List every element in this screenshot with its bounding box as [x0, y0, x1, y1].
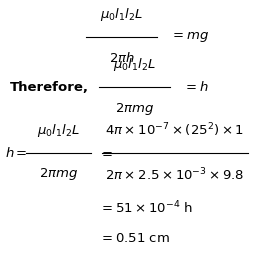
Text: $2\pi h$: $2\pi h$	[109, 51, 135, 65]
Text: $=$: $=$	[99, 146, 113, 159]
Text: $= 0.51$ cm: $= 0.51$ cm	[99, 232, 170, 245]
Text: $\mu_0 l_1 l_2 L$: $\mu_0 l_1 l_2 L$	[113, 56, 156, 73]
Text: $\mu_0 l_1 l_2 L$: $\mu_0 l_1 l_2 L$	[100, 6, 143, 23]
Text: $=mg$: $=mg$	[170, 30, 209, 44]
Text: $\mu_0 l_1 l_2 L$: $\mu_0 l_1 l_2 L$	[37, 122, 80, 139]
Text: $2\pi mg$: $2\pi mg$	[39, 167, 78, 182]
Text: $2\pi \times 2.5 \times 10^{-3} \times 9.8$: $2\pi \times 2.5 \times 10^{-3} \times 9…	[105, 167, 244, 183]
Text: $= 51 \times 10^{-4}$ h: $= 51 \times 10^{-4}$ h	[99, 200, 193, 216]
Text: Therefore,: Therefore,	[10, 81, 89, 94]
Text: $h =$: $h =$	[5, 146, 28, 159]
Text: $2\pi mg$: $2\pi mg$	[115, 101, 154, 117]
Text: $= h$: $= h$	[183, 80, 208, 94]
Text: $4\pi \times 10^{-7} \times (25^2) \times 1$: $4\pi \times 10^{-7} \times (25^2) \time…	[105, 121, 244, 139]
